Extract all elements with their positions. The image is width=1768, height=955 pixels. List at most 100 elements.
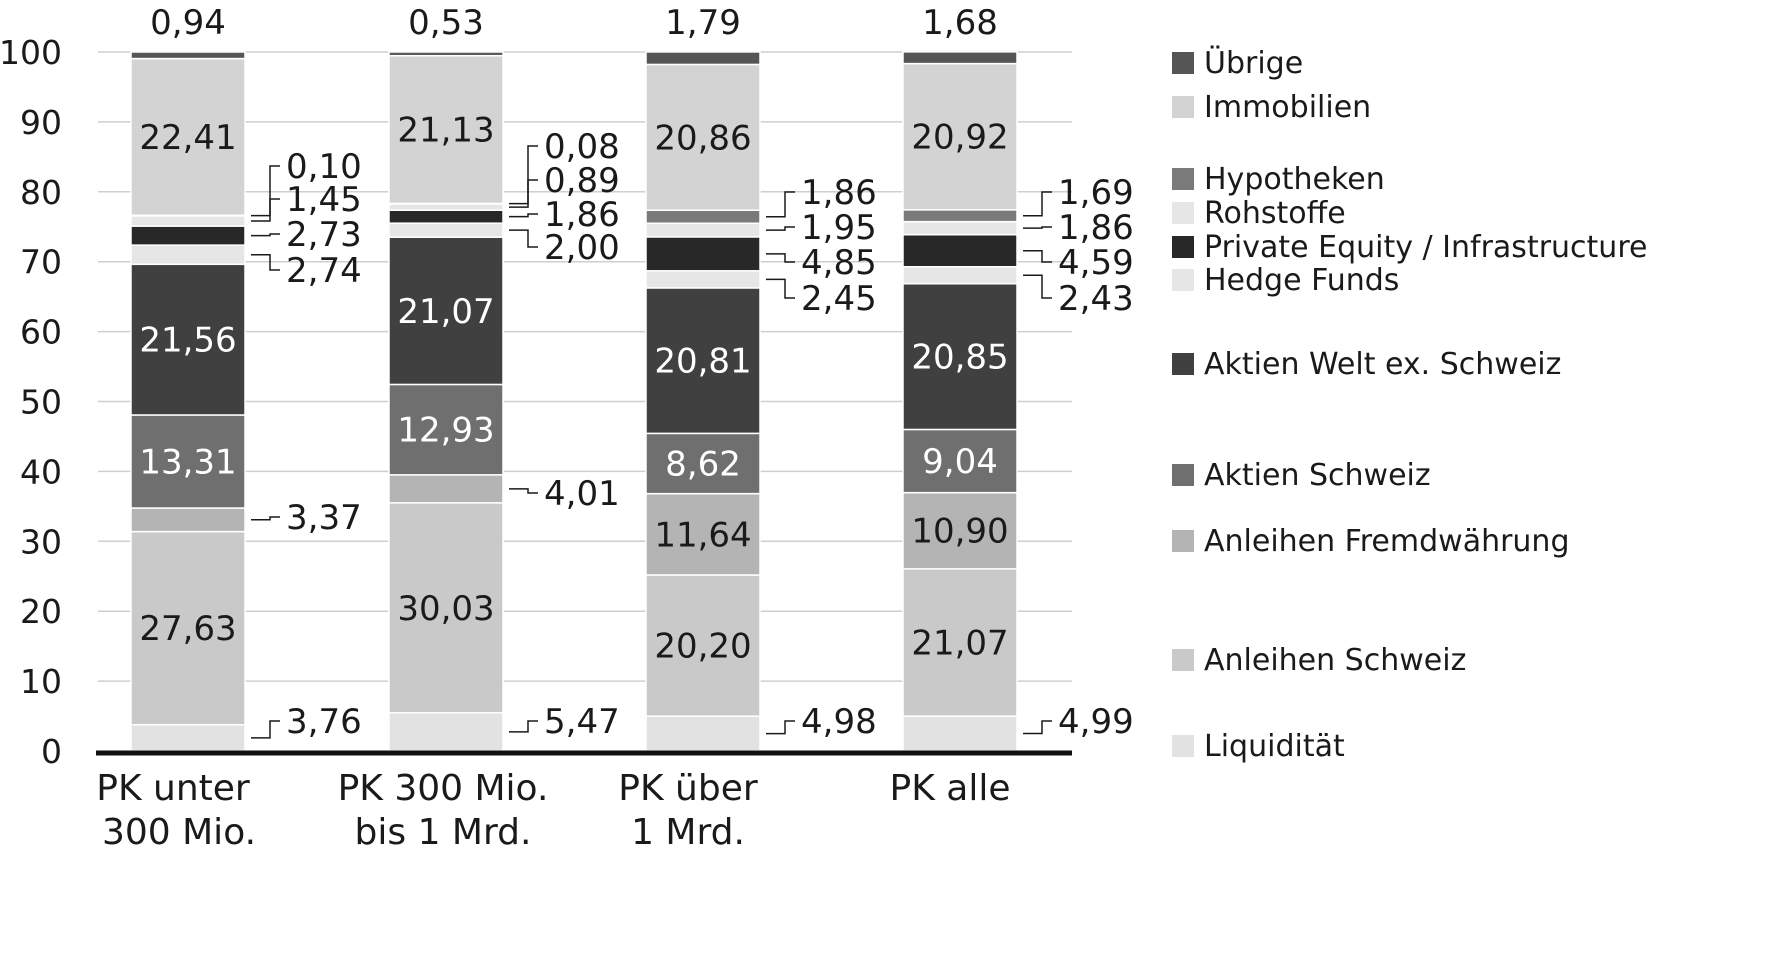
bar-segment [645, 51, 761, 66]
bar-segment [645, 222, 761, 238]
legend-swatch [1172, 735, 1194, 757]
y-tick-label: 0 [41, 732, 62, 771]
callout-value-label: 5,47 [544, 702, 620, 742]
callout-leader [509, 488, 538, 494]
legend-label: Liquidität [1204, 729, 1345, 764]
bar-segment [130, 263, 246, 416]
callout-value-label: 4,85 [801, 243, 877, 283]
legend-label: Anleihen Schweiz [1204, 643, 1466, 678]
callout-value-label: 0,08 [544, 127, 620, 167]
bar-segment [645, 715, 761, 752]
legend-swatch [1172, 52, 1194, 74]
callout-value-label: 4,99 [1058, 702, 1134, 742]
y-tick-label: 60 [20, 313, 62, 352]
segment-value-label: 21,07 [397, 292, 494, 332]
bar-segment [902, 265, 1018, 285]
callout-value-label: 0,10 [286, 147, 362, 187]
callout-leader [509, 145, 538, 205]
callout-value-label: 2,45 [801, 279, 877, 319]
legend-label: Aktien Schweiz [1204, 458, 1431, 493]
callout-value-label: 1,86 [801, 173, 877, 213]
bar-segment [388, 502, 504, 714]
callout-value-label: 2,74 [286, 251, 362, 291]
bar-segment [388, 54, 504, 205]
callout-leader [766, 720, 795, 735]
bar-segment [645, 492, 761, 576]
legend-swatch [1172, 168, 1194, 190]
segment-value-label: 21,07 [911, 623, 1008, 663]
callout-leader [509, 229, 538, 248]
bar-segment [388, 712, 504, 752]
category-label: PK 300 Mio. [338, 768, 549, 809]
callout-value-label: 1,95 [801, 208, 877, 248]
bar-segment [645, 574, 761, 717]
y-tick-label: 10 [20, 662, 62, 701]
callout-leader [251, 198, 280, 222]
legend-label: Private Equity / Infrastructure [1204, 230, 1647, 265]
bars [130, 51, 1018, 752]
callout-value-label: 2,00 [544, 228, 620, 268]
y-tick-label: 40 [20, 452, 62, 491]
bar-segment [645, 209, 761, 225]
bar-segment [645, 236, 761, 272]
callout-value-label: 1,45 [286, 180, 362, 220]
segment-value-label: 20,85 [911, 338, 1008, 378]
callout-leader [509, 720, 538, 733]
y-tick-label: 100 [0, 33, 62, 72]
bar-segment [902, 209, 1018, 223]
legend-swatch [1172, 236, 1194, 258]
y-axis-ticks: 0 10 20 30 40 50 60 70 80 90 100 [0, 33, 62, 771]
y-tick-label: 90 [20, 103, 62, 142]
callout-leader [251, 720, 280, 739]
category-label: 300 Mio. [102, 812, 256, 853]
callout-leader [1023, 249, 1052, 263]
callout-value-label: 1,86 [544, 195, 620, 235]
segment-value-label: 13,31 [139, 443, 236, 483]
bar-segment [645, 287, 761, 435]
bar-segment [130, 225, 246, 246]
bar-segment [388, 209, 504, 224]
callout-leader [251, 165, 280, 217]
callout-leader [509, 213, 538, 218]
legend-label: Übrige [1204, 45, 1303, 81]
segment-value-label: 8,62 [665, 445, 741, 485]
bar-segment [388, 236, 504, 386]
callout-value-label: 2,43 [1058, 279, 1134, 319]
callout-value-label: 3,76 [286, 702, 362, 742]
legend-label: Rohstoffe [1204, 196, 1346, 231]
legend-label: Hypotheken [1204, 162, 1385, 197]
bar-segment [130, 57, 246, 216]
bar-segment [130, 507, 246, 533]
bar-segment [130, 244, 246, 266]
callout-leader [766, 253, 795, 263]
segment-value-label: 20,81 [654, 342, 751, 382]
bar-segment [130, 723, 246, 752]
segment-value-label: 20,92 [911, 118, 1008, 158]
segment-value-label: 21,13 [397, 111, 494, 151]
bar-segment [388, 222, 504, 238]
callout-leader [251, 233, 280, 237]
top-value-label: 1,68 [922, 3, 998, 43]
bar-segment [130, 51, 246, 60]
legend-label: Hedge Funds [1204, 263, 1399, 298]
bar-segment [902, 62, 1018, 211]
bar-segment [388, 51, 504, 57]
category-label: PK über [618, 768, 758, 809]
bar-segment [645, 270, 761, 289]
segment-value-label: 20,20 [654, 627, 751, 667]
bar-segment [902, 51, 1018, 65]
callout-leader [251, 516, 280, 521]
segment-value-label: 27,63 [139, 609, 236, 649]
bar-segment [902, 220, 1018, 236]
segment-value-label: 11,64 [654, 515, 751, 555]
segment-labels: 27,63 13,31 21,56 22,41 0,94 30,03 12,93 21,07 2… [139, 3, 1008, 667]
y-tick-label: 80 [20, 173, 62, 212]
callout-value-label: 1,86 [1058, 208, 1134, 248]
segment-value-label: 12,93 [397, 411, 494, 451]
callout-value-label: 4,01 [544, 474, 620, 514]
top-value-label: 0,94 [150, 3, 226, 43]
callout-leader [1023, 274, 1052, 299]
y-tick-label: 50 [20, 383, 62, 422]
category-label: PK unter [96, 768, 250, 809]
